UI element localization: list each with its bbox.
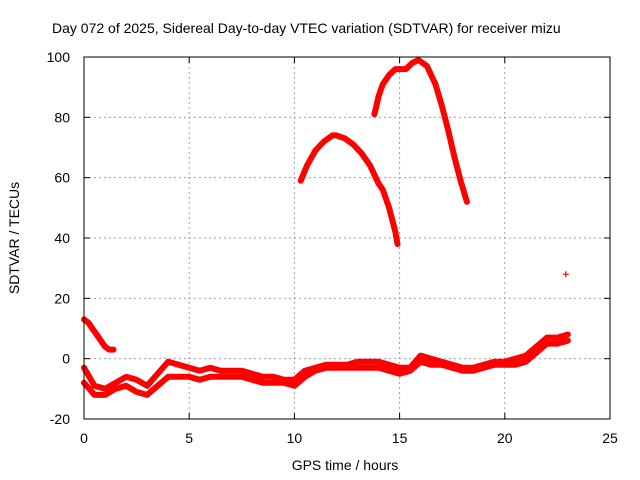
tick-layer [83,56,611,420]
y-axis-label: SDTVAR / TECUs [6,182,22,294]
y-tick-label: 80 [54,109,70,125]
x-tick-label: 20 [497,430,513,446]
x-tick-label: 25 [602,430,618,446]
series-baseline-upper [81,331,571,392]
series-early-decay [81,316,117,353]
x-tick-label: 0 [80,430,88,446]
series-point-outlier [562,271,569,278]
y-tick-label: 40 [54,230,70,246]
y-tick-label: 20 [54,290,70,306]
series-arc-2 [371,57,470,205]
x-axis-label: GPS time / hours [292,457,399,473]
chart-title: Day 072 of 2025, Sidereal Day-to-day VTE… [52,20,561,36]
data-layer [81,57,571,398]
x-tick-label: 15 [392,430,408,446]
y-tick-label: 0 [62,351,70,367]
y-tick-labels: -20 0 20 40 60 80 100 [47,49,71,427]
y-tick-label: 100 [47,49,71,65]
x-tick-label: 10 [287,430,303,446]
series-arc-1 [297,132,401,247]
y-tick-label: -20 [50,411,70,427]
series-baseline-lower [81,337,571,398]
x-tick-label: 5 [185,430,193,446]
y-tick-label: 60 [54,170,70,186]
x-tick-labels: 0 5 10 15 20 25 [80,430,618,446]
